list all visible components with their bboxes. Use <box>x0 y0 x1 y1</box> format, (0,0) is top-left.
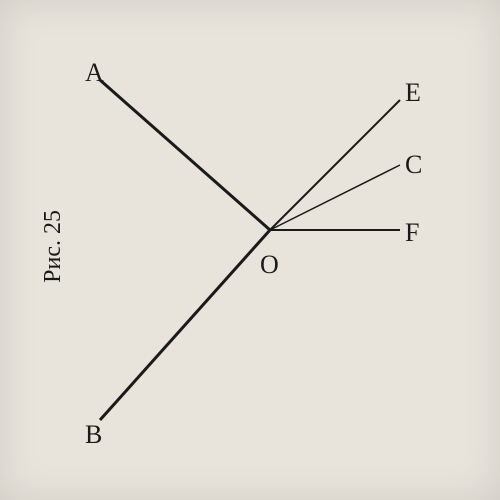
ray-OE <box>270 100 400 230</box>
diagram-container: A B E C F O Рис. 25 <box>0 0 500 500</box>
label-C: C <box>405 150 422 180</box>
label-O: O <box>260 250 279 280</box>
ray-OC <box>270 165 400 230</box>
figure-caption: Рис. 25 <box>40 210 67 283</box>
ray-OA <box>100 80 270 230</box>
geometry-svg <box>0 0 500 500</box>
label-A: A <box>85 58 104 88</box>
label-B: B <box>85 420 102 450</box>
label-E: E <box>405 78 421 108</box>
ray-OB <box>100 230 270 420</box>
label-F: F <box>405 218 419 248</box>
